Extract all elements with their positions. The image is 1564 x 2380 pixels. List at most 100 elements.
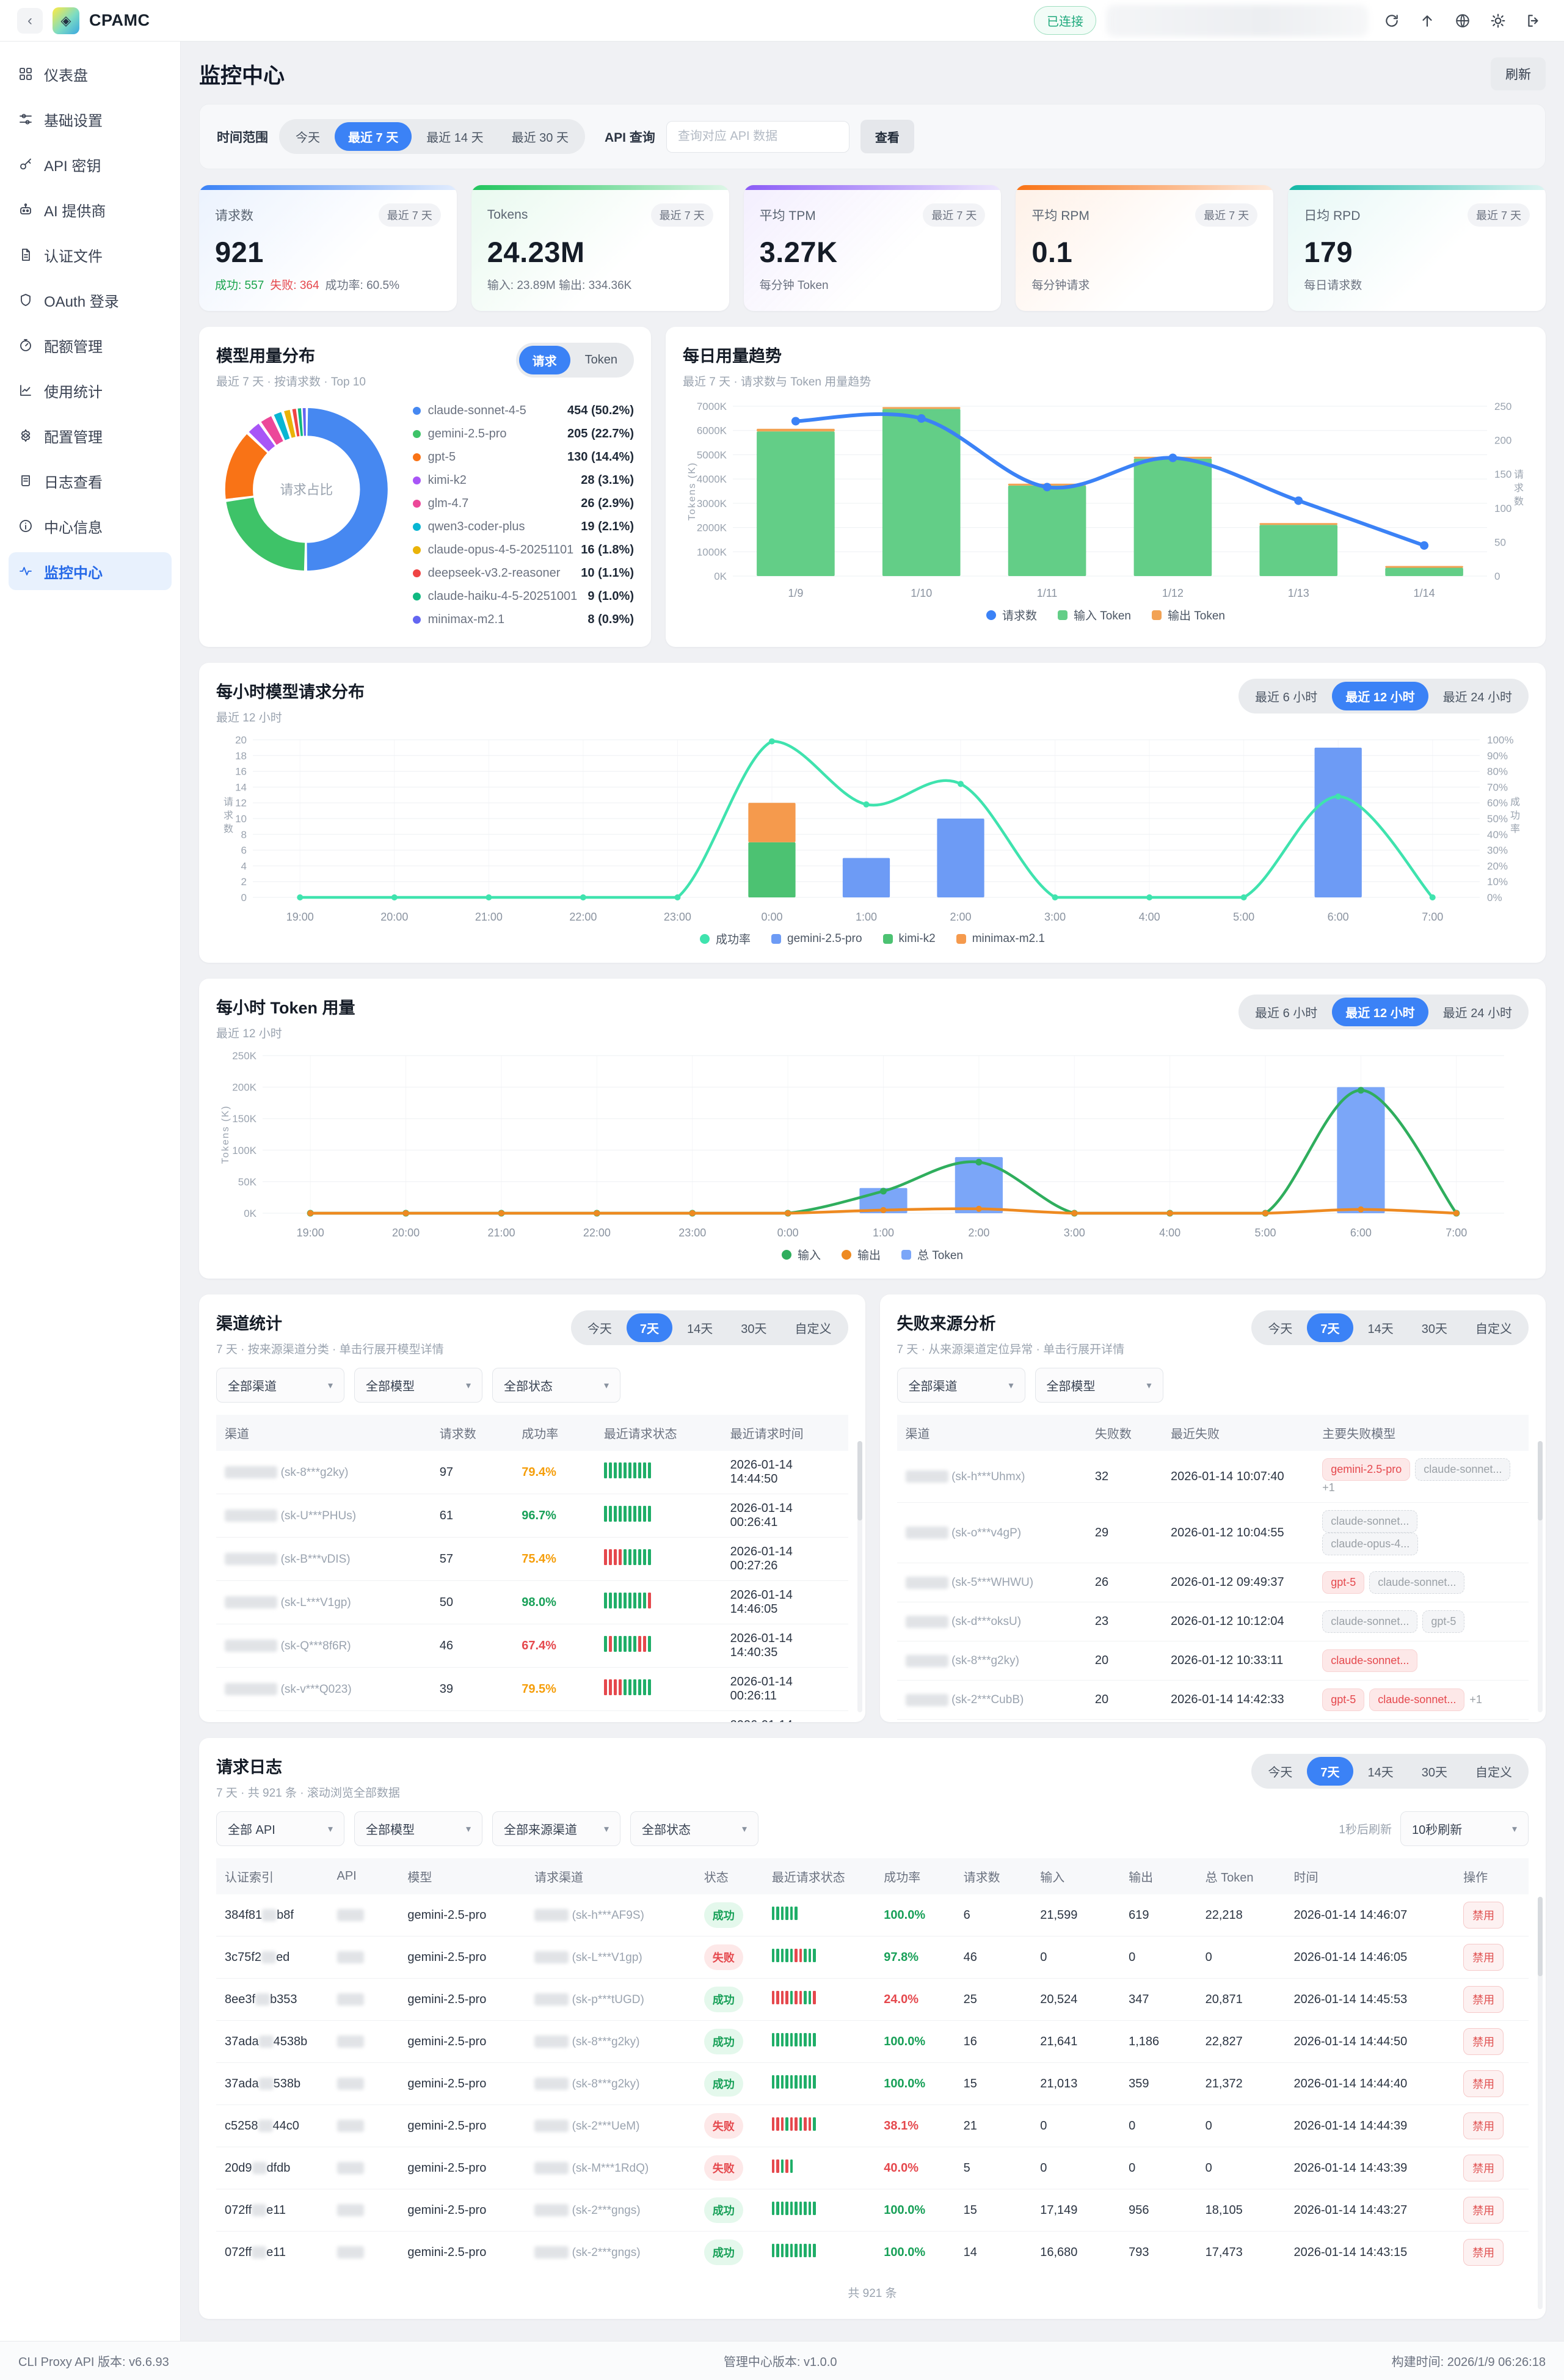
failure-range-option-2[interactable]: 14天	[1355, 1313, 1407, 1342]
api-query-input[interactable]	[666, 121, 849, 153]
refresh-interval-select[interactable]: 10秒刷新▾	[1400, 1811, 1529, 1846]
theme-icon[interactable]	[1485, 7, 1511, 34]
disable-button[interactable]: 禁用	[1463, 2112, 1504, 2139]
disable-button[interactable]: 禁用	[1463, 2070, 1504, 2097]
logs-range-option-1[interactable]: 7天	[1307, 1757, 1353, 1786]
disable-button[interactable]: 禁用	[1463, 2197, 1504, 2224]
model-metric-option-1[interactable]: Token	[572, 348, 631, 373]
disable-button[interactable]: 禁用	[1463, 1986, 1504, 2013]
logs-filter-select-1[interactable]: 全部 API▾	[216, 1811, 344, 1846]
failure-range-option-3[interactable]: 30天	[1408, 1313, 1461, 1342]
redacted-text	[252, 2246, 266, 2258]
logs-filter-select-2[interactable]: 全部模型▾	[354, 1811, 482, 1846]
globe-icon[interactable]	[1449, 7, 1476, 34]
failure-range-option-0[interactable]: 今天	[1254, 1313, 1306, 1342]
sidebar-item-8[interactable]: 使用统计	[9, 371, 172, 409]
disable-button[interactable]: 禁用	[1463, 2028, 1504, 2055]
stat-card-subtext: 每日请求数	[1304, 276, 1530, 293]
logout-icon[interactable]	[1520, 7, 1547, 34]
channel-filter-select-1[interactable]: 全部渠道▾	[216, 1368, 344, 1403]
failure-range-option-1[interactable]: 7天	[1307, 1313, 1353, 1342]
channel-range-option-3[interactable]: 30天	[727, 1313, 780, 1342]
channel-filter-select-3[interactable]: 全部状态▾	[492, 1368, 620, 1403]
logs-range-option-0[interactable]: 今天	[1254, 1757, 1306, 1786]
legend-model-value: 16 (1.8%)	[581, 543, 634, 557]
model-metric-option-0[interactable]: 请求	[519, 346, 570, 374]
sidebar-item-12[interactable]: 监控中心	[9, 552, 172, 590]
sidebar-item-11[interactable]: 中心信息	[9, 507, 172, 545]
logs-filter-select-4[interactable]: 全部状态▾	[630, 1811, 758, 1846]
failure-row[interactable]: (sk-2***gngs)192026-01-14 00:26:32claude…	[897, 1720, 1529, 1723]
logs-filter-select-3[interactable]: 全部来源渠道▾	[492, 1811, 620, 1846]
hourly-tok-range-option-1[interactable]: 最近 12 小时	[1332, 998, 1428, 1026]
refresh-icon[interactable]	[1378, 7, 1405, 34]
channel-row[interactable]: (sk-d***oksU)3839.5%2026-01-14 14:42:20	[216, 1711, 848, 1723]
channel-range-option-4[interactable]: 自定义	[782, 1313, 845, 1342]
view-button[interactable]: 查看	[860, 120, 914, 153]
disable-button[interactable]: 禁用	[1463, 2155, 1504, 2181]
logs-range-option-2[interactable]: 14天	[1355, 1757, 1407, 1786]
channel-range-option-2[interactable]: 14天	[674, 1313, 726, 1342]
hourly-req-range-option-0[interactable]: 最近 6 小时	[1242, 682, 1331, 710]
refresh-button[interactable]: 刷新	[1491, 57, 1546, 90]
disable-button[interactable]: 禁用	[1463, 1902, 1504, 1929]
logs-range-option-4[interactable]: 自定义	[1462, 1757, 1526, 1786]
channel-range-option-0[interactable]: 今天	[574, 1313, 625, 1342]
scrollbar[interactable]	[1538, 1441, 1543, 1712]
sidebar-item-2[interactable]: 基础设置	[9, 100, 172, 138]
time-range-option-1[interactable]: 最近 7 天	[335, 122, 412, 151]
time-range-option-3[interactable]: 最近 30 天	[498, 122, 582, 151]
sidebar-item-10[interactable]: 日志查看	[9, 462, 172, 500]
sidebar-item-6[interactable]: OAuth 登录	[9, 281, 172, 319]
scrollbar[interactable]	[857, 1441, 862, 1712]
disable-button[interactable]: 禁用	[1463, 2239, 1504, 2266]
hourly-req-range-option-2[interactable]: 最近 24 小时	[1430, 682, 1526, 710]
channel-filter-select-2[interactable]: 全部模型▾	[354, 1368, 482, 1403]
sidebar-item-4[interactable]: AI 提供商	[9, 191, 172, 228]
channel-range-option-1[interactable]: 7天	[627, 1313, 672, 1342]
failure-filter-select-1[interactable]: 全部渠道▾	[897, 1368, 1025, 1403]
failure-range-option-4[interactable]: 自定义	[1462, 1313, 1526, 1342]
logs-range-option-3[interactable]: 30天	[1408, 1757, 1461, 1786]
sidebar-item-5[interactable]: 认证文件	[9, 236, 172, 274]
sidebar-item-9[interactable]: 配置管理	[9, 417, 172, 454]
time-range-option-2[interactable]: 最近 14 天	[413, 122, 496, 151]
sidebar-item-3[interactable]: API 密钥	[9, 145, 172, 183]
hourly-req-range-option-1[interactable]: 最近 12 小时	[1332, 682, 1428, 710]
time-range-option-0[interactable]: 今天	[282, 122, 333, 151]
upload-icon[interactable]	[1414, 7, 1441, 34]
disable-button[interactable]: 禁用	[1463, 1944, 1504, 1971]
hourly-tok-range-option-2[interactable]: 最近 24 小时	[1430, 998, 1526, 1026]
sidebar-item-7[interactable]: 配额管理	[9, 326, 172, 364]
hourly-tok-range-option-0[interactable]: 最近 6 小时	[1242, 998, 1331, 1026]
output-tokens-cell: 0	[1120, 1936, 1197, 1979]
failure-filter-select-2[interactable]: 全部模型▾	[1035, 1368, 1163, 1403]
sidebar-collapse-button[interactable]: ‹	[17, 8, 43, 34]
sidebar-item-label: 监控中心	[44, 561, 103, 582]
hourly-requests-subtitle: 最近 12 小时	[216, 709, 365, 725]
scrollbar[interactable]	[1538, 1897, 1543, 2309]
legend-item: 请求数	[986, 607, 1037, 623]
sidebar-item-1[interactable]: 仪表盘	[9, 55, 172, 93]
